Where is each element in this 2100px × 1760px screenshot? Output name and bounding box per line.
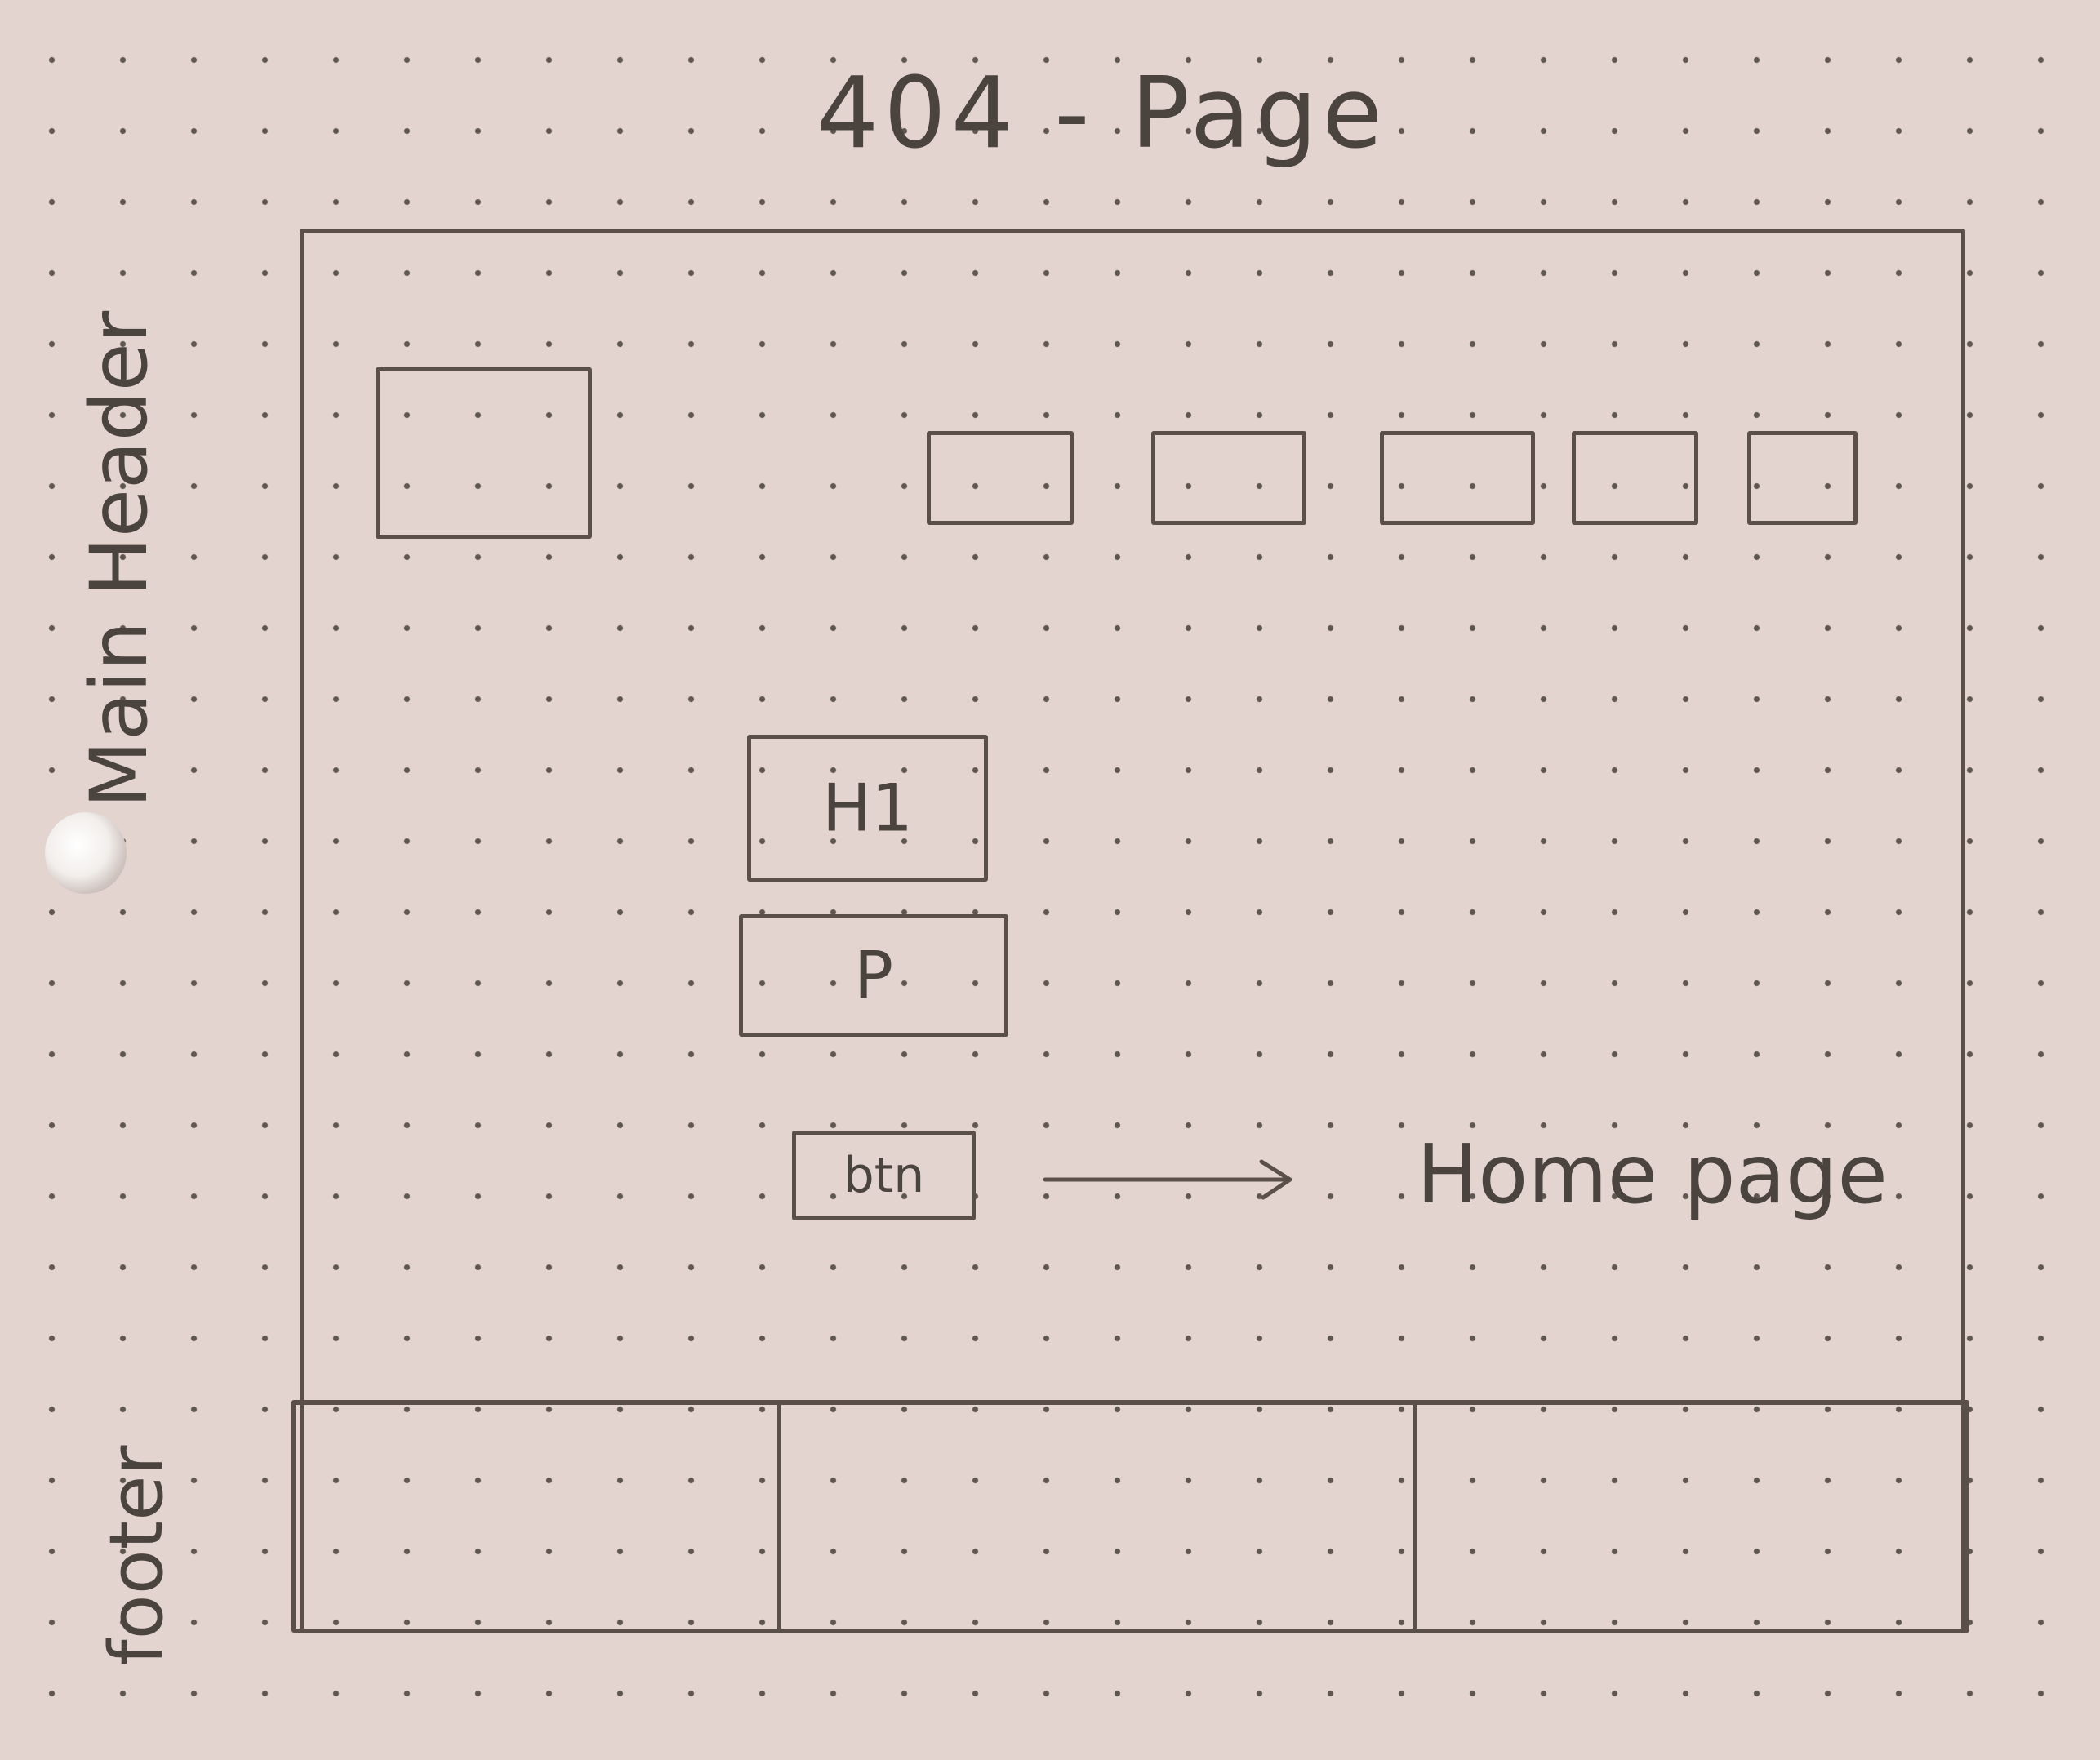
footer-column-2 [777, 1405, 1417, 1629]
footer-column-3 [1413, 1405, 1968, 1629]
paragraph-placeholder: P [739, 914, 1008, 1037]
footer-column-1 [296, 1405, 781, 1629]
heading-placeholder: H1 [747, 735, 988, 882]
nav-item-4[interactable] [1572, 431, 1698, 525]
home-page-annotation: Home page [1417, 1127, 1888, 1222]
home-button-placeholder[interactable]: btn [792, 1131, 976, 1220]
footer [291, 1400, 1969, 1633]
page-title: 404 - Page [816, 57, 1388, 171]
footer-annotation: footer [94, 1445, 180, 1665]
nav-item-5[interactable] [1747, 431, 1858, 525]
arrow-right-icon [1043, 1159, 1292, 1200]
nav-item-3[interactable] [1380, 431, 1535, 525]
paragraph-placeholder-label: P [853, 937, 894, 1014]
logo-placeholder[interactable] [376, 367, 592, 539]
nav-item-1[interactable] [927, 431, 1074, 525]
main-header-annotation-text: Main Header [73, 310, 165, 808]
heading-placeholder-label: H1 [821, 770, 914, 847]
button-placeholder-label: btn [843, 1147, 925, 1204]
binder-hole [45, 812, 127, 894]
nav-item-2[interactable] [1151, 431, 1306, 525]
